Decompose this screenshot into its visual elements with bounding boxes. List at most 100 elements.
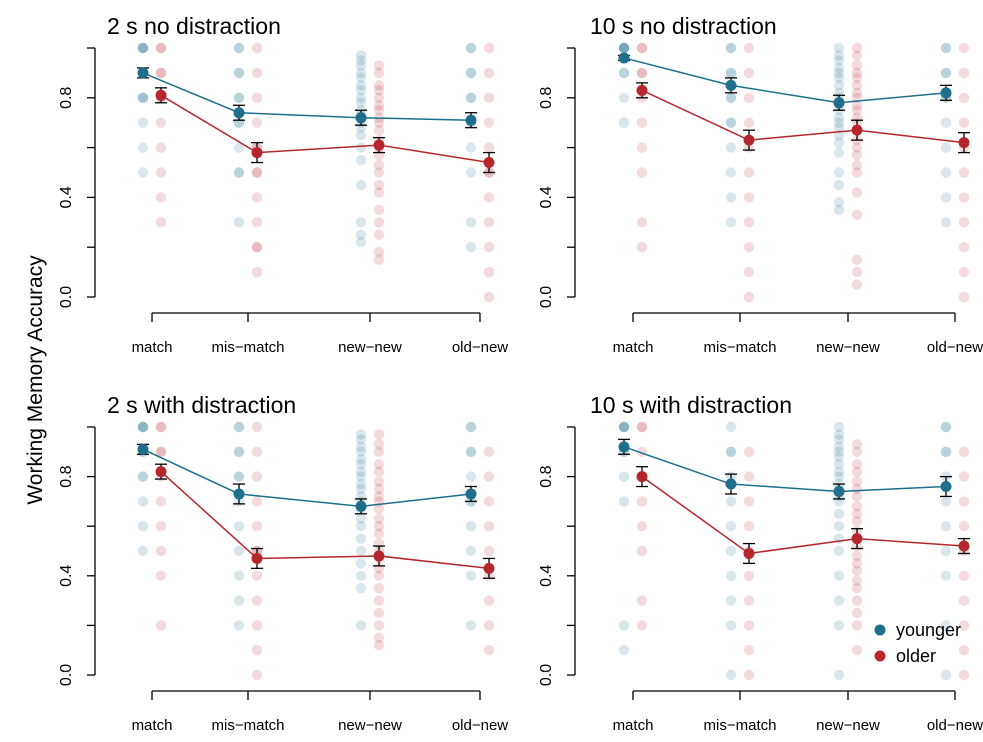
raw-point-younger [355,570,367,581]
raw-point-younger [355,85,367,96]
raw-point-younger [940,192,952,203]
raw-point-younger [833,80,845,91]
raw-point-younger [465,92,477,104]
raw-point-younger [940,67,952,79]
raw-point-older [743,496,755,507]
raw-point-older [483,117,495,128]
raw-point-older [958,266,970,278]
raw-point-younger [618,496,630,507]
y-tick-label: 0.4 [538,186,555,208]
raw-point-younger [833,471,845,482]
raw-point-younger [833,441,845,453]
raw-point-younger [833,429,845,440]
y-tick-label: 0.0 [538,664,555,686]
mean-point-younger [725,478,737,490]
y-tick-label: 0.0 [538,286,555,308]
raw-point-older [483,645,495,656]
raw-point-younger [940,117,952,128]
raw-point-older [636,496,648,507]
raw-point-older [743,92,755,104]
mean-line-younger [142,72,472,121]
raw-point-older [743,242,755,253]
raw-point-younger [833,117,845,128]
raw-point-younger [355,60,367,71]
raw-point-older [373,446,385,457]
raw-point-younger [833,459,845,470]
raw-point-younger [465,67,477,79]
raw-point-older [958,645,970,656]
legend: younger older [874,620,961,666]
raw-point-older [851,508,863,519]
raw-point-older [373,632,385,643]
raw-point-older [373,640,385,651]
raw-point-younger [833,147,845,158]
raw-point-younger [833,122,845,133]
raw-point-younger [137,142,149,153]
raw-point-older [851,266,863,278]
raw-point-older [636,545,648,557]
raw-point-younger [465,92,477,104]
raw-point-younger [725,595,737,606]
raw-point-younger [618,67,630,79]
raw-point-younger [233,67,245,79]
raw-point-younger [233,167,245,178]
raw-point-older [373,100,385,111]
raw-point-older [851,491,863,502]
raw-point-younger [355,217,367,228]
raw-point-younger [618,42,630,54]
raw-point-younger [940,570,952,581]
raw-point-older [251,620,263,631]
raw-point-older [155,620,167,631]
raw-point-older [155,117,167,128]
raw-point-older [851,620,863,631]
raw-point-younger [355,80,367,91]
raw-point-older [373,595,385,606]
raw-point-older [743,217,755,228]
x-tick-label: old−new [452,339,508,356]
mean-line-younger [623,57,947,104]
raw-point-older [636,242,648,253]
raw-point-younger [137,471,149,482]
raw-point-older [851,558,863,569]
raw-point-older [483,595,495,606]
raw-point-younger [725,521,737,532]
raw-point-younger [833,67,845,79]
raw-point-younger [940,42,952,54]
raw-point-younger [833,42,845,54]
raw-point-younger [137,42,149,54]
raw-point-younger [725,496,737,507]
raw-point-older [155,192,167,203]
raw-point-younger [355,142,367,153]
mean-point-younger [233,488,245,500]
x-tick-label: match [132,717,173,734]
mean-point-younger [465,114,477,126]
raw-point-older [373,60,385,71]
raw-point-younger [233,42,245,54]
raw-point-younger [137,42,149,54]
panel-1: 2 s no distraction 0.0 0.4 0.8 match mis−matc… [58,13,508,356]
raw-point-younger [618,620,630,631]
raw-point-older [373,607,385,619]
raw-point-older [851,516,863,527]
raw-point-younger [233,471,245,482]
raw-point-older [483,242,495,253]
raw-point-older [251,242,263,253]
mean-point-older [251,552,263,564]
raw-point-younger [833,466,845,477]
raw-point-younger [725,421,737,433]
raw-point-younger [233,67,245,79]
raw-point-older [636,67,648,79]
raw-point-older [743,192,755,203]
raw-point-younger [940,446,952,457]
raw-point-younger [137,421,149,433]
raw-point-younger [465,42,477,54]
raw-point-older [251,42,263,54]
raw-point-older [373,620,385,631]
raw-point-younger [465,446,477,457]
raw-point-younger [355,92,367,104]
raw-point-older [483,620,495,631]
raw-point-older [636,421,648,433]
mean-point-older [743,134,755,146]
mean-point-older [743,547,755,559]
raw-point-older [958,521,970,532]
